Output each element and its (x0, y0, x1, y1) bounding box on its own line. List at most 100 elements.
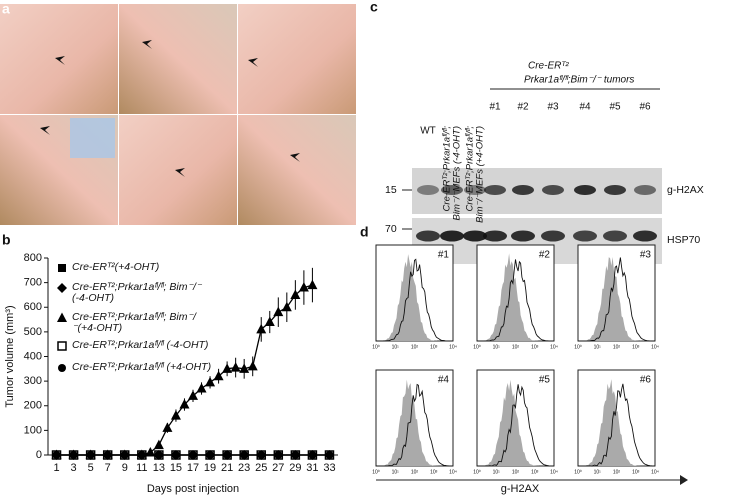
histogram-label: #1 (438, 250, 450, 261)
marker (52, 451, 61, 459)
band-label: g-H2AX (667, 184, 704, 196)
x-tick-label: 7 (105, 462, 111, 474)
x-axis-label: Days post injection (147, 483, 239, 495)
lane-label: WT (420, 126, 436, 137)
x-tick-label: 27 (272, 462, 284, 474)
marker (308, 451, 317, 459)
marker (274, 451, 283, 459)
marker (230, 362, 241, 372)
lane-label: Cre-ERᵀ²;Prkar1aᶠˡ/ᶠˡ; (465, 126, 476, 212)
marker (325, 451, 334, 459)
histogram-line (578, 383, 656, 467)
legend-marker (57, 283, 67, 293)
histogram-tick: 10¹ (594, 344, 602, 350)
marker (206, 451, 215, 459)
x-tick-label: 31 (306, 462, 318, 474)
histogram-tick: 10¹ (594, 469, 602, 475)
band-label: HSP70 (667, 234, 700, 246)
band (463, 230, 487, 242)
histogram-tick: 10⁰ (574, 469, 582, 475)
legend-item: Cre-ERᵀ²;Prkar1aᶠˡ/ᶠˡ (-4-OHT) (72, 340, 208, 351)
marker (137, 451, 146, 459)
histogram-tick: 10³ (430, 469, 438, 475)
photo (238, 4, 356, 114)
photo (238, 115, 356, 225)
histogram-fill (376, 379, 453, 466)
histogram-line (477, 384, 554, 467)
x-tick-label: 29 (289, 462, 301, 474)
legend-item: Cre-ERᵀ²;Prkar1aᶠˡ/ᶠˡ; Bim⁻/⁻(+4-OHT) (72, 312, 196, 334)
histogram-tick: 10² (613, 344, 621, 350)
histogram-tick: 10⁴ (550, 344, 558, 350)
marker (213, 370, 224, 381)
marker (273, 306, 284, 317)
y-tick-label: 700 (24, 277, 42, 289)
marker (247, 360, 258, 371)
marker (239, 363, 250, 373)
marker (298, 282, 309, 292)
lane-label: #4 (579, 102, 591, 113)
histogram-tick: 10³ (430, 344, 438, 350)
band (484, 185, 506, 195)
marker (196, 383, 207, 393)
marker (307, 279, 318, 290)
y-tick-label: 500 (24, 326, 42, 338)
histogram-tick: 10⁰ (473, 344, 481, 350)
histogram-line (376, 383, 453, 467)
histogram-fill (376, 254, 453, 341)
lane-label: #6 (639, 102, 651, 113)
legend-item: Cre-ERᵀ²(+4-OHT) (72, 262, 160, 273)
marker (103, 451, 112, 459)
histogram-tick: 10³ (531, 344, 539, 350)
histogram-label: #2 (539, 250, 551, 261)
histogram-label: #5 (539, 375, 551, 386)
histogram-tick: 10¹ (493, 344, 501, 350)
histogram-fill (477, 379, 554, 466)
panel-label: d (360, 224, 369, 240)
x-tick-label: 1 (53, 462, 59, 474)
arrow-head (680, 475, 688, 485)
histogram-tick: 10⁴ (449, 469, 457, 475)
histogram-tick: 10⁴ (449, 344, 457, 350)
legend-marker (57, 341, 67, 351)
arrowheads (40, 40, 300, 177)
histogram-tick: 10¹ (392, 469, 400, 475)
marker (188, 390, 198, 400)
group-label: Prkar1aᶠˡ/ᶠˡ;Bim⁻/⁻ tumors (524, 75, 634, 86)
histogram-label: #4 (438, 375, 450, 386)
histogram-label: #3 (640, 250, 652, 261)
group-label: Cre-ERᵀ² (528, 61, 569, 72)
marker (69, 451, 78, 459)
band (417, 185, 439, 195)
band (604, 185, 626, 195)
lane-label: #3 (547, 102, 559, 113)
histogram-tick: 10² (512, 469, 520, 475)
x-tick-label: 9 (122, 462, 128, 474)
x-tick-label: 25 (255, 462, 267, 474)
marker (162, 422, 173, 432)
y-axis-label: Tumor volume (mm³) (4, 305, 16, 407)
legend-label: Cre-ERᵀ²(+4-OHT) (72, 262, 160, 273)
x-tick-label: 11 (136, 462, 147, 474)
band (416, 230, 440, 242)
marker (171, 451, 180, 459)
histogram-axis-label: g-H2AX (501, 483, 540, 495)
legend-label: Cre-ERᵀ²;Prkar1aᶠˡ/ᶠˡ (+4-OHT) (72, 362, 212, 373)
histogram-fill (578, 379, 655, 466)
histogram-tick: 10² (411, 469, 419, 475)
histogram-tick: 10² (613, 469, 621, 475)
histogram-tick: 10¹ (493, 469, 501, 475)
marker (189, 451, 197, 459)
histogram-fill (578, 257, 655, 341)
band (440, 230, 464, 242)
band (542, 185, 564, 195)
legend-marker (58, 264, 66, 272)
marker (223, 451, 232, 459)
marker (240, 451, 249, 459)
histogram-tick: 10⁴ (550, 469, 558, 475)
panel-label: b (2, 232, 11, 248)
band (541, 230, 565, 242)
histogram-tick: 10⁴ (651, 469, 659, 475)
size-marker: 15 (385, 184, 397, 196)
photo (119, 4, 237, 114)
